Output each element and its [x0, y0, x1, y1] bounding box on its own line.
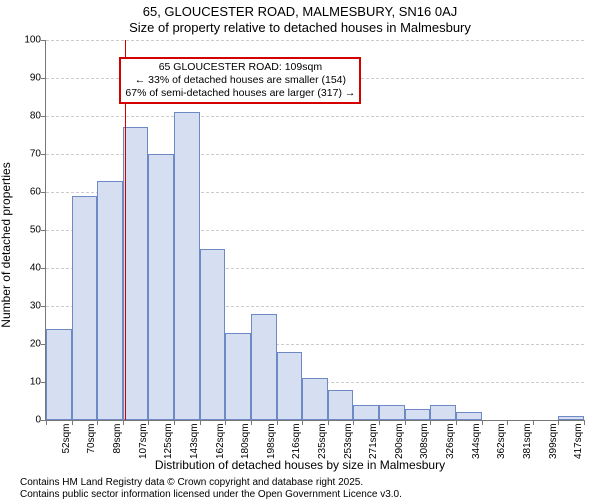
footer-line2: Contains public sector information licen… [20, 489, 402, 500]
histogram-bar [405, 409, 431, 420]
annotation-line: ← 33% of detached houses are smaller (15… [125, 74, 355, 87]
histogram-bar [174, 112, 200, 420]
x-tick-label: 362sqm [496, 423, 507, 459]
x-tick-mark [456, 420, 457, 425]
x-tick-label: 180sqm [240, 423, 251, 459]
histogram-bar [46, 329, 72, 420]
annotation-line: 67% of semi-detached houses are larger (… [125, 87, 355, 100]
x-tick-mark [430, 420, 431, 425]
y-tick-label: 40 [11, 263, 41, 274]
x-tick-label: 290sqm [394, 423, 405, 459]
x-tick-label: 235sqm [317, 423, 328, 459]
x-tick-mark [251, 420, 252, 425]
y-tick-label: 0 [11, 415, 41, 426]
x-tick-label: 162sqm [215, 423, 226, 459]
chart-title-line2: Size of property relative to detached ho… [0, 20, 600, 35]
y-tick-label: 50 [11, 225, 41, 236]
y-tick-mark [41, 306, 46, 307]
x-tick-label: 198sqm [266, 423, 277, 459]
plot-area: 65 GLOUCESTER ROAD: 109sqm← 33% of detac… [45, 40, 584, 421]
x-tick-label: 344sqm [471, 423, 482, 459]
x-axis-label: Distribution of detached houses by size … [0, 458, 600, 472]
x-tick-label: 52sqm [61, 423, 72, 453]
x-tick-label: 253sqm [343, 423, 354, 459]
annotation-line: 65 GLOUCESTER ROAD: 109sqm [125, 61, 355, 74]
x-tick-mark [507, 420, 508, 425]
histogram-bar [97, 181, 123, 420]
histogram-bar [302, 378, 328, 420]
gridline [46, 116, 584, 117]
histogram-bar [225, 333, 251, 420]
histogram-bar [558, 416, 584, 420]
chart-title-line1: 65, GLOUCESTER ROAD, MALMESBURY, SN16 0A… [0, 4, 600, 19]
annotation-box: 65 GLOUCESTER ROAD: 109sqm← 33% of detac… [119, 57, 361, 104]
x-tick-label: 399sqm [548, 423, 559, 459]
y-tick-mark [41, 230, 46, 231]
histogram-bar [72, 196, 98, 420]
histogram-bar [148, 154, 174, 420]
y-tick-label: 70 [11, 149, 41, 160]
histogram-bar [379, 405, 405, 420]
histogram-bar [123, 127, 149, 420]
x-tick-label: 308sqm [419, 423, 430, 459]
y-tick-mark [41, 268, 46, 269]
x-tick-mark [97, 420, 98, 425]
x-tick-label: 70sqm [86, 423, 97, 453]
x-tick-label: 125sqm [163, 423, 174, 459]
y-tick-label: 80 [11, 111, 41, 122]
y-tick-label: 10 [11, 377, 41, 388]
histogram-bar [277, 352, 303, 420]
x-tick-label: 417sqm [573, 423, 584, 459]
histogram-bar [251, 314, 277, 420]
x-tick-mark [174, 420, 175, 425]
y-tick-label: 60 [11, 187, 41, 198]
histogram-bar [200, 249, 226, 420]
x-tick-label: 381sqm [522, 423, 533, 459]
y-tick-label: 30 [11, 301, 41, 312]
histogram-bar [353, 405, 379, 420]
x-tick-label: 107sqm [138, 423, 149, 459]
y-tick-label: 20 [11, 339, 41, 350]
histogram-bar [430, 405, 456, 420]
histogram-bar [328, 390, 354, 420]
x-tick-label: 216sqm [291, 423, 302, 459]
footer-line1: Contains HM Land Registry data © Crown c… [20, 477, 363, 488]
y-tick-mark [41, 116, 46, 117]
x-tick-mark [379, 420, 380, 425]
x-tick-mark [302, 420, 303, 425]
y-tick-label: 100 [11, 35, 41, 46]
x-tick-mark [46, 420, 47, 425]
histogram-bar [456, 412, 482, 420]
x-tick-mark [584, 420, 585, 425]
y-tick-mark [41, 40, 46, 41]
y-tick-mark [41, 78, 46, 79]
x-tick-label: 143sqm [189, 423, 200, 459]
gridline [46, 40, 584, 41]
y-tick-mark [41, 192, 46, 193]
x-tick-label: 326sqm [445, 423, 456, 459]
x-tick-label: 271sqm [368, 423, 379, 459]
x-tick-label: 89sqm [112, 423, 123, 453]
y-tick-mark [41, 154, 46, 155]
y-tick-label: 90 [11, 73, 41, 84]
